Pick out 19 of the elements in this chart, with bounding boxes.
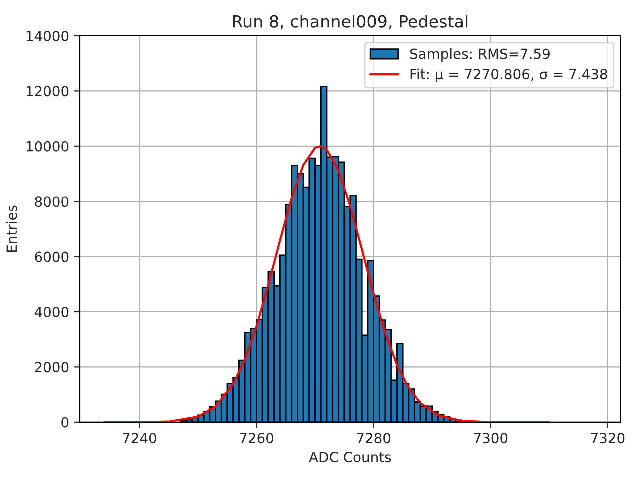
y-tick-label: 2000 bbox=[35, 362, 69, 373]
y-tick-label: 10000 bbox=[26, 141, 69, 152]
y-tick-label: 0 bbox=[62, 417, 69, 428]
x-tick-label: 7320 bbox=[591, 433, 625, 444]
y-axis-title: Entries bbox=[6, 206, 18, 252]
line-series bbox=[104, 145, 550, 422]
legend-label: Samples: RMS=7.59 bbox=[410, 48, 550, 62]
y-tick-label: 8000 bbox=[35, 196, 69, 208]
legend-label: Fit: μ = 7270.806, σ = 7.438 bbox=[410, 68, 608, 82]
y-tick-label: 6000 bbox=[35, 252, 69, 262]
x-tick-label: 7300 bbox=[474, 433, 508, 444]
x-tick-label: 7260 bbox=[240, 433, 274, 444]
x-tick-label: 7280 bbox=[357, 433, 391, 444]
x-axis-title: ADC Counts bbox=[309, 452, 392, 463]
x-tick-label: 7240 bbox=[123, 433, 156, 444]
chart-title: Run 8, channel009, Pedestal bbox=[233, 15, 468, 30]
y-tick-label: 4000 bbox=[34, 306, 69, 318]
y-tick-label: 12000 bbox=[26, 86, 69, 97]
y-tick-label: 14000 bbox=[26, 30, 69, 42]
